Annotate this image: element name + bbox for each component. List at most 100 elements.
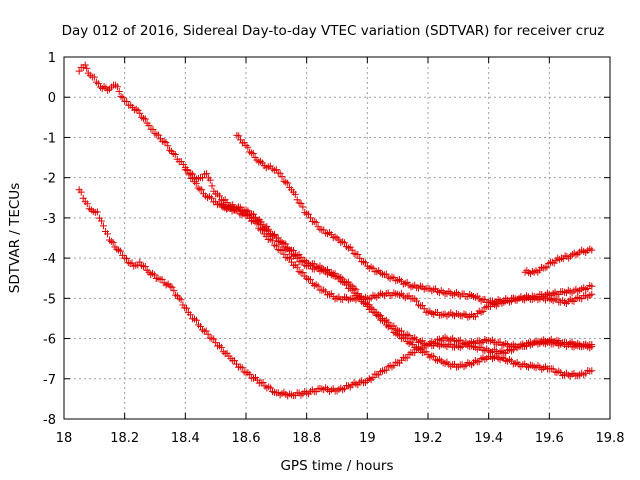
data-point bbox=[433, 336, 441, 344]
data-point bbox=[115, 88, 123, 96]
data-point bbox=[221, 196, 229, 204]
data-point bbox=[210, 335, 218, 343]
data-point bbox=[483, 354, 491, 362]
data-point bbox=[339, 238, 347, 246]
data-point bbox=[202, 327, 210, 335]
grid bbox=[64, 57, 610, 419]
data-point bbox=[183, 166, 191, 174]
data-point bbox=[139, 114, 147, 122]
data-point bbox=[122, 255, 130, 263]
data-point bbox=[272, 242, 280, 250]
data-point bbox=[235, 132, 243, 140]
y-tick-label: -4 bbox=[43, 252, 56, 267]
data-point bbox=[97, 217, 105, 225]
x-tick-label: 18.8 bbox=[292, 431, 321, 446]
data-point bbox=[258, 225, 266, 233]
data-point bbox=[333, 234, 341, 242]
data-point bbox=[379, 290, 386, 298]
data-point bbox=[306, 214, 314, 222]
data-point bbox=[481, 304, 489, 312]
data-point bbox=[337, 274, 345, 282]
data-point bbox=[506, 356, 514, 364]
data-point bbox=[166, 282, 174, 290]
data-point bbox=[208, 194, 216, 202]
data-point bbox=[299, 269, 307, 277]
data-point bbox=[190, 178, 198, 186]
series-sat-f bbox=[521, 245, 596, 278]
data-point bbox=[206, 176, 214, 184]
data-point bbox=[175, 294, 183, 302]
data-point bbox=[308, 386, 316, 394]
data-point bbox=[249, 213, 257, 221]
data-point bbox=[150, 271, 158, 279]
data-point bbox=[136, 109, 144, 117]
data-point bbox=[373, 309, 381, 317]
data-point bbox=[394, 290, 402, 298]
y-tick-label: -3 bbox=[43, 212, 56, 227]
data-point bbox=[312, 281, 320, 289]
data-point bbox=[551, 368, 559, 376]
data-point bbox=[361, 299, 369, 307]
data-point bbox=[208, 182, 216, 190]
x-tick-label: 18 bbox=[56, 431, 73, 446]
plot-frame bbox=[63, 56, 611, 420]
data-point bbox=[415, 301, 423, 309]
data-point bbox=[255, 217, 263, 225]
data-point bbox=[94, 80, 102, 88]
data-point bbox=[192, 316, 200, 324]
data-point bbox=[145, 121, 153, 129]
data-point bbox=[215, 192, 223, 200]
data-point bbox=[403, 330, 411, 338]
data-point bbox=[149, 126, 157, 134]
data-point bbox=[388, 324, 396, 332]
y-tick-label: 0 bbox=[48, 91, 56, 106]
data-point bbox=[435, 335, 443, 343]
x-tick-label: 19.2 bbox=[414, 431, 443, 446]
data-point bbox=[297, 200, 305, 208]
data-point bbox=[293, 196, 301, 204]
data-point bbox=[291, 190, 299, 198]
data-series bbox=[75, 61, 596, 400]
data-point bbox=[250, 374, 258, 382]
data-point bbox=[213, 201, 221, 209]
data-point bbox=[299, 203, 307, 211]
data-point bbox=[485, 347, 493, 355]
data-point bbox=[104, 86, 112, 94]
data-point bbox=[350, 250, 358, 258]
data-point bbox=[409, 335, 417, 343]
y-tick-label: -8 bbox=[43, 413, 56, 428]
data-point bbox=[251, 214, 259, 222]
data-point bbox=[204, 330, 212, 338]
data-point bbox=[237, 136, 245, 144]
data-point bbox=[278, 246, 286, 254]
data-point bbox=[303, 258, 311, 266]
y-tick-label: -1 bbox=[43, 131, 56, 146]
data-point bbox=[295, 268, 303, 276]
data-point bbox=[231, 357, 239, 365]
data-point bbox=[247, 149, 255, 157]
data-point bbox=[215, 342, 223, 350]
data-point bbox=[99, 222, 107, 230]
data-point bbox=[265, 383, 273, 391]
data-point bbox=[289, 247, 297, 255]
data-point bbox=[333, 294, 341, 302]
data-point bbox=[588, 290, 596, 298]
data-point bbox=[186, 311, 194, 319]
data-point bbox=[388, 363, 396, 371]
data-point bbox=[212, 339, 220, 347]
data-point bbox=[164, 142, 172, 150]
data-point bbox=[196, 185, 204, 193]
data-point bbox=[109, 239, 117, 247]
data-point bbox=[282, 178, 290, 186]
data-point bbox=[138, 113, 146, 121]
data-point bbox=[382, 366, 390, 374]
data-point bbox=[314, 282, 322, 290]
data-point bbox=[138, 262, 146, 270]
data-point bbox=[466, 360, 474, 368]
data-point bbox=[428, 352, 436, 360]
data-point bbox=[170, 287, 178, 295]
data-point bbox=[134, 106, 142, 114]
data-point bbox=[141, 115, 149, 123]
data-point bbox=[306, 276, 314, 284]
